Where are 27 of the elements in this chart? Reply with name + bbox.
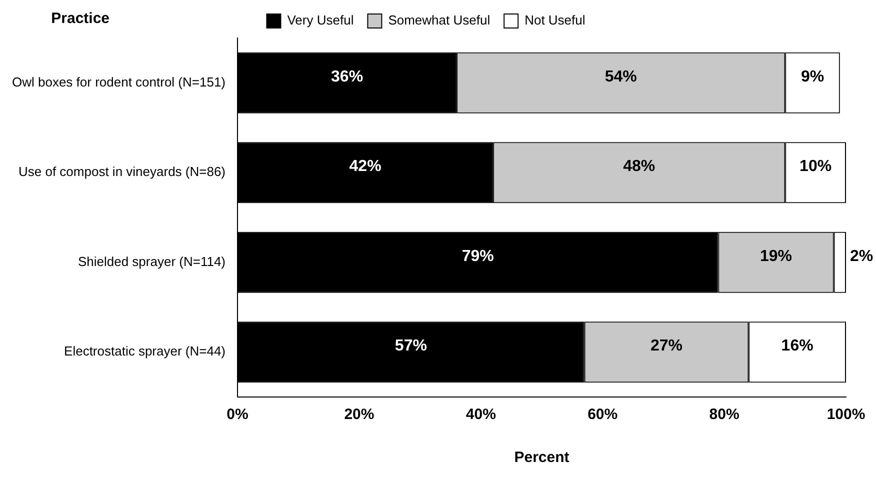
y-axis-title: Practice — [51, 10, 110, 28]
legend-label: Somewhat Useful — [388, 12, 490, 28]
data-label: 2% — [850, 248, 874, 265]
x-tick-label: 20% — [344, 406, 374, 424]
data-label: 10% — [800, 158, 832, 176]
x-axis-title: Percent — [514, 449, 570, 466]
data-label: 42% — [349, 158, 382, 176]
x-tick-label: 0% — [226, 406, 248, 424]
data-label: 54% — [604, 68, 637, 86]
data-label: 79% — [462, 248, 494, 265]
data-label: 9% — [800, 68, 824, 86]
data-label: 57% — [394, 338, 427, 355]
x-tick-label: 40% — [466, 406, 496, 424]
data-label: 27% — [650, 338, 683, 355]
x-tick-label: 80% — [709, 406, 740, 424]
legend-label: Not Useful — [524, 12, 586, 28]
y-tick-label: Owl boxes for rodent control (N=151) — [12, 74, 226, 90]
data-label: 19% — [760, 248, 792, 265]
y-tick-label: Electrostatic sprayer (N=44) — [64, 344, 226, 359]
y-tick-label: Shielded sprayer (N=114) — [78, 254, 226, 269]
data-label: 48% — [623, 158, 656, 176]
y-tick-label: Use of compost in vineyards (N=86) — [18, 164, 226, 180]
legend-label: Very Useful — [287, 12, 354, 28]
data-label: 36% — [331, 68, 364, 86]
x-tick-label: 100% — [826, 406, 866, 424]
x-tick-label: 60% — [588, 406, 618, 424]
data-label: 16% — [781, 338, 814, 355]
